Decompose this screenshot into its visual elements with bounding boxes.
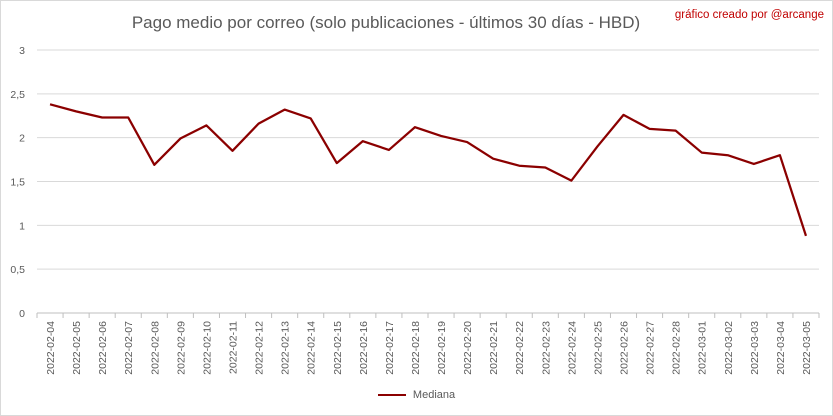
data-point xyxy=(803,233,809,239)
x-tick-label: 2022-02-20 xyxy=(462,321,474,375)
data-point xyxy=(751,161,757,167)
data-point xyxy=(73,108,79,114)
y-tick-label: 0,5 xyxy=(10,264,25,276)
x-tick-label: 2022-02-12 xyxy=(254,321,266,375)
data-point xyxy=(568,178,574,184)
data-point xyxy=(725,152,731,158)
data-point xyxy=(647,126,653,132)
y-tick-label: 0 xyxy=(19,308,25,320)
x-tick-label: 2022-02-17 xyxy=(384,321,396,375)
x-tick-label: 2022-02-10 xyxy=(201,321,213,375)
x-tick-label: 2022-02-18 xyxy=(410,321,422,375)
data-point xyxy=(516,163,522,169)
data-point xyxy=(673,128,679,134)
x-tick-label: 2022-02-21 xyxy=(488,321,500,375)
x-tick-label: 2022-02-15 xyxy=(332,321,344,375)
data-point xyxy=(490,156,496,162)
legend-swatch xyxy=(377,394,406,397)
x-tick-label: 2022-02-06 xyxy=(97,321,109,375)
data-point xyxy=(464,139,470,145)
x-tick-label: 2022-03-01 xyxy=(697,321,709,375)
gridlines xyxy=(37,49,819,314)
x-tick-label: 2022-03-02 xyxy=(723,321,735,375)
x-tick-label: 2022-02-13 xyxy=(280,321,292,375)
x-axis: 2022-02-04 2022-02-05 2022-02-06 2022-02-07… xyxy=(36,312,820,375)
x-tick-label: 2022-02-28 xyxy=(671,321,683,375)
x-tick-label: 2022-02-16 xyxy=(358,321,370,375)
data-point xyxy=(621,112,627,118)
data-point xyxy=(699,150,705,156)
x-tick-label: 2022-02-14 xyxy=(306,321,318,375)
x-tick-label: 2022-02-26 xyxy=(619,321,631,375)
x-tick-label: 2022-02-09 xyxy=(175,321,187,375)
x-tick-label: 2022-02-23 xyxy=(540,321,552,375)
data-point xyxy=(438,133,444,139)
data-point xyxy=(230,148,236,154)
data-point xyxy=(151,162,157,168)
data-point xyxy=(282,107,288,113)
data-point xyxy=(125,115,131,121)
data-point xyxy=(256,121,262,127)
data-point xyxy=(203,122,209,128)
data-point xyxy=(177,136,183,142)
x-tick-label: 2022-02-27 xyxy=(645,321,657,375)
x-tick-label: 2022-02-22 xyxy=(514,321,526,375)
data-point xyxy=(542,164,548,170)
data-point xyxy=(777,152,783,158)
data-point xyxy=(412,124,418,130)
data-point xyxy=(47,101,53,107)
x-tick-label: 2022-03-05 xyxy=(801,321,813,375)
x-tick-label: 2022-02-07 xyxy=(123,321,135,375)
y-axis: 0 0,5 1 1,5 2 2,5 3 xyxy=(10,45,25,320)
x-tick-label: 2022-02-25 xyxy=(592,321,604,375)
y-tick-label: 2 xyxy=(19,133,25,145)
x-tick-label: 2022-02-04 xyxy=(45,321,57,375)
series-layer xyxy=(47,101,809,239)
chart-title: Pago medio por correo (solo publicacione… xyxy=(131,13,641,32)
x-tick-label: 2022-03-04 xyxy=(775,321,787,375)
x-tick-label: 2022-03-03 xyxy=(749,321,761,375)
y-tick-label: 3 xyxy=(19,45,25,57)
y-tick-label: 1 xyxy=(19,220,25,232)
x-tick-label: 2022-02-24 xyxy=(566,321,578,375)
data-point xyxy=(308,115,314,121)
x-tick-label: 2022-02-05 xyxy=(71,321,83,375)
data-point xyxy=(99,115,105,121)
x-tick-label: 2022-02-11 xyxy=(228,321,240,374)
legend: Mediana xyxy=(1,389,832,401)
data-point xyxy=(594,143,600,149)
data-point xyxy=(360,138,366,144)
y-tick-label: 2,5 xyxy=(10,89,25,101)
x-tick-label: 2022-02-19 xyxy=(436,321,448,375)
x-tick-label: 2022-02-08 xyxy=(149,321,161,375)
chart-credit: gráfico creado por @arcange xyxy=(674,9,824,21)
data-point xyxy=(334,160,340,166)
legend-label: Mediana xyxy=(412,389,456,401)
data-point xyxy=(386,147,392,153)
y-tick-label: 1,5 xyxy=(10,177,25,189)
series-line-mediana xyxy=(49,103,808,237)
